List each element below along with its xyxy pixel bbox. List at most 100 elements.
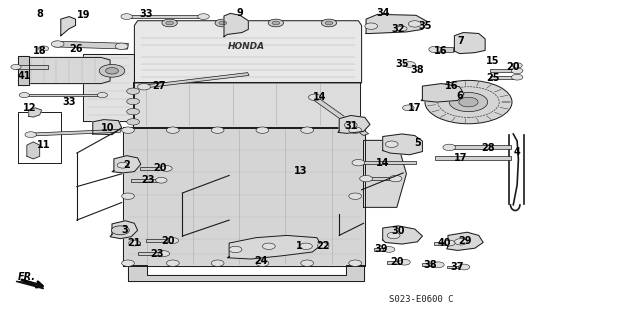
Text: 38: 38	[410, 64, 424, 75]
Circle shape	[458, 264, 470, 270]
Text: S023-E0600 C: S023-E0600 C	[389, 295, 453, 304]
Text: 13: 13	[294, 166, 308, 176]
Circle shape	[349, 127, 362, 133]
Polygon shape	[29, 130, 120, 136]
Text: 20: 20	[390, 257, 404, 267]
Text: 21: 21	[127, 238, 141, 248]
Circle shape	[454, 239, 467, 245]
Circle shape	[127, 88, 140, 94]
Circle shape	[317, 243, 329, 249]
Text: 17: 17	[408, 103, 422, 113]
Circle shape	[122, 193, 134, 199]
Circle shape	[211, 260, 224, 266]
Circle shape	[167, 238, 179, 243]
Text: 14: 14	[376, 158, 390, 168]
Circle shape	[97, 93, 108, 98]
Circle shape	[19, 93, 29, 98]
Circle shape	[399, 259, 410, 265]
Circle shape	[127, 98, 140, 105]
Polygon shape	[447, 232, 483, 250]
Polygon shape	[434, 242, 451, 245]
Circle shape	[262, 243, 275, 249]
Polygon shape	[434, 47, 453, 52]
Polygon shape	[387, 261, 406, 263]
Text: 10: 10	[100, 122, 115, 133]
Circle shape	[229, 246, 242, 253]
Polygon shape	[54, 41, 129, 49]
Text: 23: 23	[150, 249, 164, 259]
Circle shape	[387, 232, 400, 239]
Circle shape	[443, 144, 456, 151]
Circle shape	[166, 260, 179, 266]
Polygon shape	[83, 54, 134, 121]
Text: 26: 26	[68, 44, 83, 55]
Polygon shape	[134, 21, 362, 83]
Polygon shape	[227, 235, 321, 259]
Polygon shape	[112, 156, 141, 173]
Polygon shape	[490, 76, 518, 79]
Circle shape	[158, 251, 170, 256]
Text: 35: 35	[395, 59, 409, 69]
Text: 8: 8	[36, 9, 43, 19]
Polygon shape	[374, 248, 390, 251]
Polygon shape	[22, 94, 106, 96]
Circle shape	[512, 63, 522, 68]
Circle shape	[308, 94, 321, 100]
Polygon shape	[140, 167, 168, 170]
Text: 34: 34	[376, 8, 390, 19]
Text: 25: 25	[486, 73, 500, 83]
Circle shape	[268, 19, 284, 27]
Text: 6: 6	[456, 91, 463, 101]
Text: 23: 23	[141, 175, 156, 185]
Circle shape	[38, 46, 49, 51]
Circle shape	[166, 21, 173, 25]
Polygon shape	[447, 265, 466, 269]
Polygon shape	[27, 142, 40, 159]
Circle shape	[449, 93, 488, 112]
Circle shape	[325, 21, 333, 25]
Text: 11: 11	[36, 140, 51, 150]
Text: 37: 37	[450, 262, 464, 272]
Polygon shape	[110, 221, 138, 239]
Polygon shape	[141, 73, 249, 88]
Text: 41: 41	[17, 71, 31, 81]
Circle shape	[161, 166, 172, 171]
Circle shape	[117, 162, 129, 168]
Polygon shape	[146, 239, 174, 242]
Text: 20: 20	[161, 235, 175, 246]
Polygon shape	[61, 17, 76, 36]
Polygon shape	[16, 65, 48, 69]
Text: 29: 29	[458, 236, 472, 246]
Circle shape	[511, 74, 523, 80]
Text: 9: 9	[237, 8, 243, 18]
Circle shape	[198, 14, 209, 19]
Circle shape	[360, 175, 372, 182]
Polygon shape	[366, 14, 428, 33]
Text: 14: 14	[313, 92, 327, 102]
Circle shape	[349, 260, 362, 266]
Circle shape	[425, 80, 512, 124]
Polygon shape	[133, 82, 360, 128]
Circle shape	[99, 64, 125, 77]
Text: 17: 17	[454, 153, 468, 163]
Polygon shape	[128, 265, 364, 281]
Text: 5: 5	[415, 138, 421, 148]
Text: 32: 32	[391, 24, 405, 34]
Text: 1: 1	[296, 241, 303, 251]
Circle shape	[115, 43, 128, 49]
Text: 31: 31	[344, 121, 358, 131]
Circle shape	[429, 46, 442, 53]
Circle shape	[300, 243, 312, 249]
Circle shape	[459, 97, 478, 107]
Text: 27: 27	[152, 81, 166, 91]
Polygon shape	[435, 156, 511, 160]
Text: HONDA: HONDA	[228, 42, 265, 51]
Polygon shape	[131, 242, 140, 245]
Text: 7: 7	[458, 36, 464, 47]
Text: 12: 12	[22, 103, 36, 114]
Polygon shape	[93, 120, 122, 135]
Text: 39: 39	[374, 244, 388, 255]
Circle shape	[127, 119, 140, 125]
Text: 16: 16	[445, 81, 459, 91]
Circle shape	[11, 64, 21, 70]
